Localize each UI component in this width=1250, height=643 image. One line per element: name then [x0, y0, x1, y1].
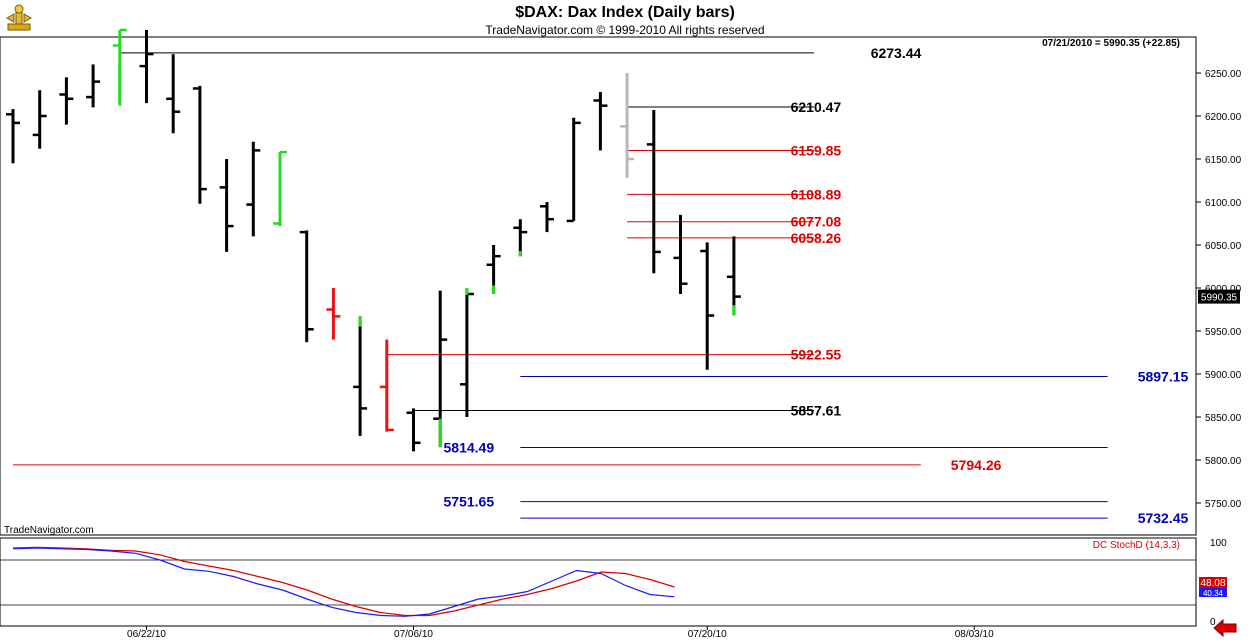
- level-label: 5732.45: [1138, 510, 1189, 526]
- stoch-d-readout: 48.08: [1200, 578, 1225, 589]
- stoch-readouts: 48.08 40.34: [1199, 577, 1227, 598]
- price-tick-label: 6250.00: [1205, 69, 1242, 80]
- level-label: 6159.85: [791, 143, 842, 159]
- svg-text:5990.35: 5990.35: [1201, 293, 1238, 304]
- level-label: 6210.47: [791, 99, 842, 115]
- ohlc-bars: [6, 28, 741, 452]
- price-tick-label: 6050.00: [1205, 241, 1242, 252]
- left-arrow-icon[interactable]: [1213, 618, 1237, 638]
- price-panel-frame: [0, 36, 1197, 536]
- price-tick-label: 5900.00: [1205, 370, 1242, 381]
- price-axis: 5750.00 5800.00 5850.00 5900.00 5950.00 6000.…: [1196, 69, 1242, 510]
- level-label: 6077.08: [791, 214, 842, 230]
- stoch-panel-frame: [0, 537, 1197, 627]
- stoch-k-line: [12, 547, 675, 617]
- price-tick-label: 5800.00: [1205, 456, 1242, 467]
- price-tick-label: 6100.00: [1205, 198, 1242, 209]
- price-tick-label: 6150.00: [1205, 155, 1242, 166]
- last-price-tag: 5990.35: [1198, 289, 1240, 304]
- level-label: 5794.26: [951, 457, 1002, 473]
- stoch-axis-top: 100: [1210, 538, 1227, 549]
- level-label: 6108.89: [791, 186, 842, 202]
- date-axis: 06/22/10 07/06/10 07/20/10 08/03/10: [127, 626, 994, 640]
- price-tick-label: 5850.00: [1205, 413, 1242, 424]
- date-tick-label: 08/03/10: [955, 629, 994, 640]
- trade-navigator-logo-icon: [5, 4, 33, 31]
- price-levels: 6273.44 6210.47 6159.85 6108.89 6077.086058.…: [13, 45, 1189, 526]
- level-label: 5922.55: [791, 347, 842, 363]
- level-label: 5814.49: [444, 440, 495, 456]
- stoch-axis-bottom: 0: [1210, 617, 1216, 628]
- stoch-legend: DC StochD (14,3,3): [1093, 540, 1180, 551]
- level-label: 5857.61: [791, 402, 842, 418]
- chart-subtitle: TradeNavigator.com © 1999-2010 All right…: [485, 23, 764, 37]
- date-tick-label: 06/22/10: [127, 629, 166, 640]
- stoch-d-line: [12, 546, 675, 617]
- price-tick-label: 5750.00: [1205, 499, 1242, 510]
- level-label: 5897.15: [1138, 368, 1189, 384]
- chart-header: $DAX: Dax Index (Daily bars) TradeNaviga…: [485, 4, 1180, 49]
- price-tick-label: 6000.00: [1205, 284, 1242, 295]
- stoch-k-readout: 40.34: [1203, 589, 1224, 598]
- watermark: TradeNavigator.com: [4, 525, 94, 536]
- level-label: 6273.44: [871, 45, 922, 61]
- date-tick-label: 07/06/10: [394, 629, 433, 640]
- date-tick-label: 07/20/10: [688, 629, 727, 640]
- chart-title: $DAX: Dax Index (Daily bars): [515, 4, 735, 21]
- level-label: 5751.65: [444, 494, 495, 510]
- stochastic-panel: [0, 546, 1196, 617]
- price-tick-label: 6200.00: [1205, 112, 1242, 123]
- price-tick-label: 5950.00: [1205, 327, 1242, 338]
- level-label: 6058.26: [791, 230, 842, 246]
- last-price-readout: 07/21/2010 = 5990.35 (+22.85): [1042, 38, 1180, 49]
